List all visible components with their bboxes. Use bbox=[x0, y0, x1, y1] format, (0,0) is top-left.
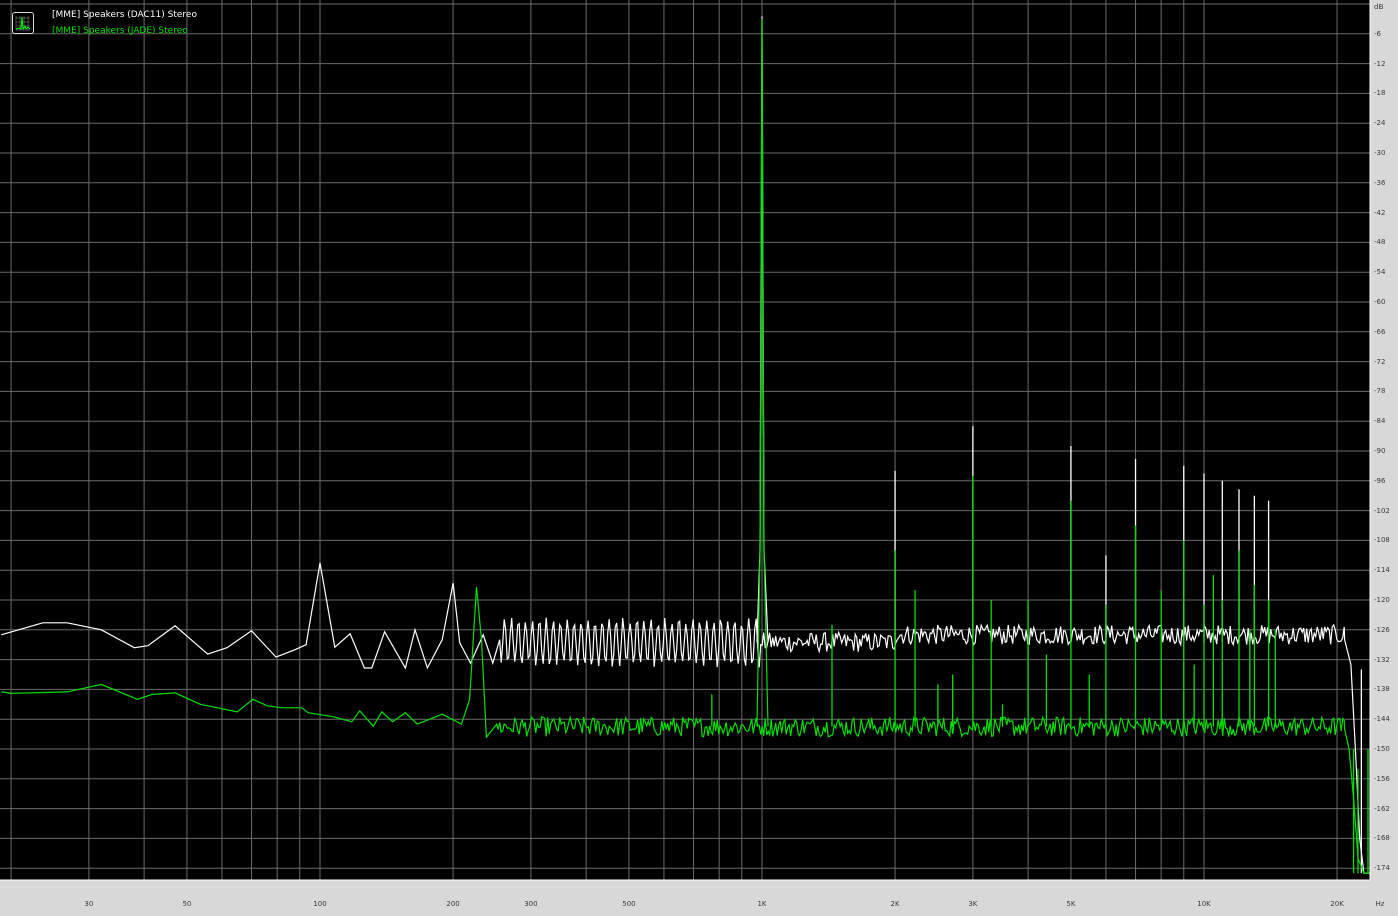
x-axis-unit: Hz bbox=[1375, 900, 1385, 908]
x-tick-label: 50 bbox=[182, 900, 192, 908]
y-tick-label: -48 bbox=[1374, 238, 1386, 247]
series-layer bbox=[1, 16, 1370, 874]
y-tick-label: -42 bbox=[1374, 208, 1386, 217]
y-tick-label: -24 bbox=[1374, 119, 1386, 128]
y-tick-label: -108 bbox=[1374, 536, 1390, 545]
y-tick-label: -114 bbox=[1374, 566, 1390, 575]
plot-background bbox=[0, 0, 1370, 880]
y-tick-label: -54 bbox=[1374, 268, 1386, 277]
y-tick-label: -102 bbox=[1374, 506, 1390, 515]
y-tick-label: -120 bbox=[1374, 596, 1390, 604]
y-tick-label: -156 bbox=[1374, 774, 1390, 783]
y-tick-label: -138 bbox=[1374, 685, 1390, 694]
series-line-1 bbox=[1, 587, 1370, 874]
x-tick-label: 1K bbox=[757, 900, 767, 908]
y-tick-label: -126 bbox=[1374, 625, 1390, 634]
y-tick-label: -174 bbox=[1374, 864, 1390, 873]
x-tick-label: 30 bbox=[84, 900, 94, 908]
x-tick-label: 300 bbox=[524, 900, 538, 908]
y-tick-label: -30 bbox=[1374, 149, 1386, 157]
x-tick-label: 5K bbox=[1066, 900, 1076, 908]
y-tick-label: -60 bbox=[1374, 298, 1386, 306]
legend-item-dac11[interactable]: [MME] Speakers (DAC11) Stereo bbox=[52, 10, 197, 20]
y-tick-label: -72 bbox=[1374, 357, 1386, 366]
y-tick-label: -18 bbox=[1374, 89, 1386, 98]
y-tick-label: -6 bbox=[1374, 29, 1381, 38]
y-tick-label: -162 bbox=[1374, 804, 1390, 813]
y-tick-label: -66 bbox=[1374, 327, 1386, 336]
x-tick-label: 200 bbox=[446, 900, 460, 908]
x-tick-label: 500 bbox=[622, 900, 636, 908]
y-tick-label: -96 bbox=[1374, 476, 1386, 485]
legend-item-jade[interactable]: [MME] Speakers (JADE) Stereo bbox=[52, 26, 188, 36]
x-tick-label: 100 bbox=[313, 900, 327, 908]
series-peak bbox=[756, 18, 769, 727]
y-tick-label: -150 bbox=[1374, 745, 1390, 753]
x-tick-label: 10K bbox=[1197, 900, 1211, 908]
y-tick-label: -12 bbox=[1374, 59, 1386, 68]
y-tick-label: -36 bbox=[1374, 178, 1386, 187]
y-tick-label: -132 bbox=[1374, 655, 1390, 664]
y-tick-label: -78 bbox=[1374, 387, 1386, 396]
y-axis-unit: dB bbox=[1374, 3, 1384, 11]
y-tick-label: -144 bbox=[1374, 715, 1390, 724]
y-tick-label: -84 bbox=[1374, 417, 1386, 426]
spectrum-chart-icon[interactable] bbox=[12, 12, 34, 34]
x-tick-label: 2K bbox=[890, 900, 900, 908]
y-tick-label: -90 bbox=[1374, 447, 1386, 455]
x-tick-label: 20K bbox=[1330, 900, 1344, 908]
grid bbox=[0, 0, 1370, 880]
y-tick-label: -168 bbox=[1374, 834, 1390, 843]
x-tick-label: 3K bbox=[968, 900, 978, 908]
